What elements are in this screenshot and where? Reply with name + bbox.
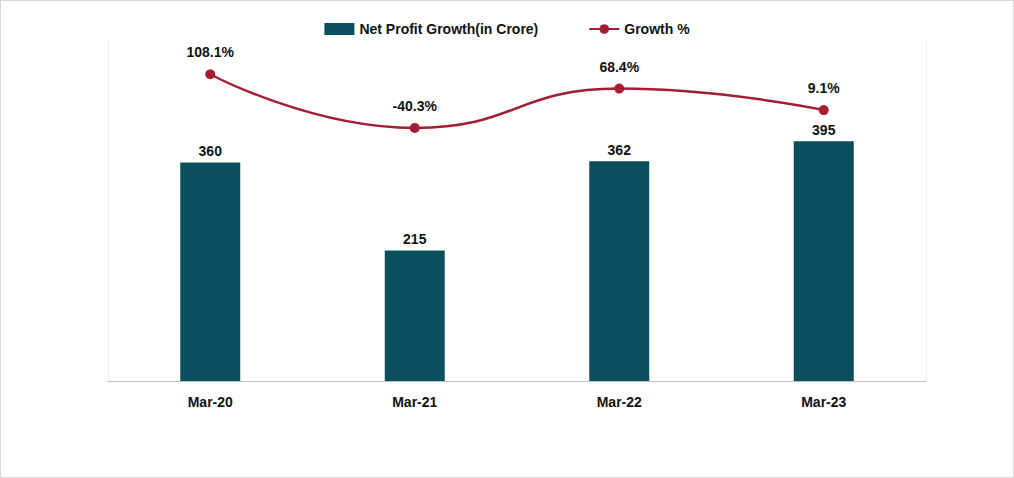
svg-text:68.4%: 68.4% [599, 59, 639, 75]
svg-text:Growth %: Growth % [624, 21, 690, 37]
svg-text:108.1%: 108.1% [187, 44, 235, 60]
svg-text:9.1%: 9.1% [808, 80, 840, 96]
svg-text:Mar-22: Mar-22 [597, 394, 642, 410]
svg-text:Mar-20: Mar-20 [188, 394, 233, 410]
svg-text:Mar-21: Mar-21 [392, 394, 437, 410]
svg-text:362: 362 [608, 142, 632, 158]
svg-text:Net Profit Growth(in Crore): Net Profit Growth(in Crore) [359, 21, 538, 37]
svg-text:215: 215 [403, 231, 427, 247]
svg-text:Mar-23: Mar-23 [801, 394, 846, 410]
svg-text:-40.3%: -40.3% [393, 98, 438, 114]
svg-text:395: 395 [812, 122, 836, 138]
svg-text:360: 360 [199, 143, 223, 159]
